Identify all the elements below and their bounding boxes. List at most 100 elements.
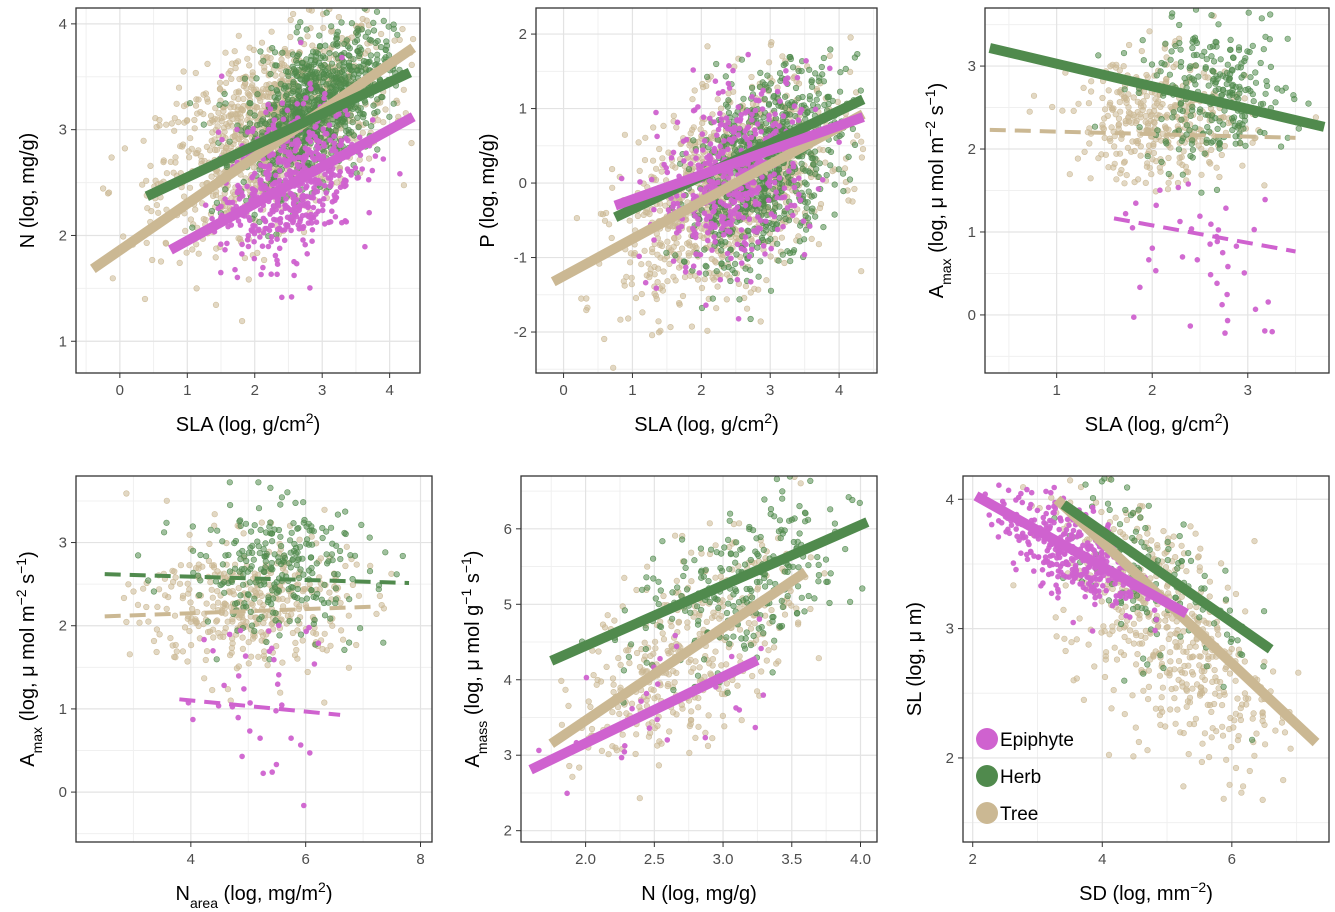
point-tree [187,216,194,223]
point-herb [818,63,825,71]
point-tree [708,255,715,263]
point-tree [626,217,633,224]
point-herb [713,60,720,68]
point-herb [722,101,730,108]
point-epiphyte [275,202,282,209]
point-herb [294,23,302,31]
point-tree [675,300,683,307]
point-epiphyte [772,111,778,117]
point-herb [781,93,789,100]
point-epiphyte [724,221,730,227]
point-epiphyte [668,155,675,161]
point-epiphyte [695,162,702,168]
point-herb [807,151,814,158]
point-epiphyte [298,154,304,161]
point-tree [656,241,664,249]
point-herb [803,204,810,211]
point-tree [648,332,656,339]
x-tick-label: 3 [766,382,774,399]
point-herb [240,178,247,185]
point-tree [163,170,170,177]
point-epiphyte [326,122,333,128]
point-epiphyte [281,143,287,150]
point-epiphyte [790,212,796,219]
point-herb [275,94,282,101]
point-tree [858,268,865,275]
point-epiphyte [288,227,294,234]
x-tick-label: 4 [835,382,843,399]
point-epiphyte [321,95,327,102]
point-tree [672,164,679,171]
point-epiphyte [321,141,327,147]
point-epiphyte [342,218,349,224]
point-tree [859,146,867,153]
point-herb [365,29,372,36]
point-tree [171,127,178,134]
point-tree [104,190,112,197]
point-epiphyte [690,67,696,73]
point-herb [820,54,828,62]
point-tree [654,265,662,272]
point-epiphyte [726,63,732,69]
point-tree [211,115,218,122]
point-herb [764,72,771,79]
point-epiphyte [257,177,263,183]
point-tree [1121,180,1128,187]
point-epiphyte [791,184,798,191]
point-herb [827,46,834,53]
point-epiphyte [276,245,283,252]
point-herb [816,74,823,81]
y-tick-label: 0 [519,175,527,192]
point-herb [798,67,805,75]
point-epiphyte [706,178,713,184]
point-epiphyte [722,123,729,129]
point-tree [681,274,689,281]
point-tree [725,90,732,97]
point-epiphyte [618,175,625,182]
point-tree [192,69,199,77]
point-herb [290,78,297,85]
point-tree [147,162,154,169]
point-tree [652,292,660,299]
point-epiphyte [348,172,354,178]
point-tree [231,48,238,55]
point-tree [768,39,775,46]
point-epiphyte [274,261,281,268]
point-epiphyte [309,154,316,161]
point-herb [785,217,793,224]
point-epiphyte [674,119,681,126]
point-herb [303,26,310,33]
point-tree [686,242,693,249]
point-epiphyte [329,199,336,205]
point-tree [141,295,149,303]
fit-line-herb [144,68,413,201]
point-tree [670,273,677,280]
point-epiphyte [372,153,379,159]
point-epiphyte [791,177,797,184]
point-epiphyte [245,232,252,239]
point-tree [212,105,219,112]
point-tree [635,139,642,146]
point-epiphyte [278,209,285,215]
point-tree [649,157,657,164]
point-epiphyte [757,217,764,224]
point-tree [188,145,195,152]
point-tree [206,147,214,154]
point-epiphyte [749,246,755,253]
point-epiphyte [302,165,308,171]
point-herb [279,110,286,117]
point-tree [121,145,128,152]
point-epiphyte [281,237,288,244]
point-tree [601,335,608,343]
point-herb [796,238,803,245]
point-herb [701,246,708,253]
point-tree [659,155,666,162]
point-epiphyte [320,153,327,160]
point-tree [847,34,854,41]
point-tree [192,206,199,213]
point-epiphyte [285,162,291,168]
point-herb [709,295,716,302]
point-epiphyte [219,136,225,143]
point-epiphyte [768,211,775,217]
point-tree [1066,171,1073,178]
